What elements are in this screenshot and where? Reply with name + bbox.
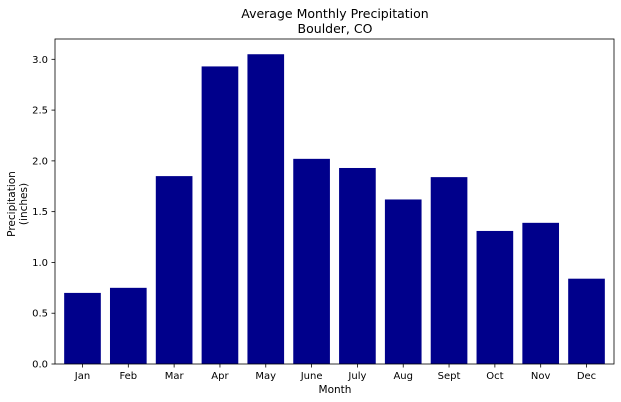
bar-aug: [384, 199, 422, 364]
y-tick-label: 0.0: [32, 360, 48, 371]
bar-nov: [522, 222, 560, 364]
y-tick-label: 0.5: [32, 309, 48, 320]
bar-dec: [568, 278, 605, 364]
x-tick-label: Sept: [438, 371, 461, 382]
x-tick-label: Nov: [531, 371, 551, 382]
x-tick-label: Aug: [393, 371, 413, 382]
y-ticks-group: 0.0 0.5 1.0 1.5 2.0 2.5 3.0: [32, 55, 55, 371]
bar-oct: [476, 230, 514, 364]
bar-may: [247, 54, 285, 364]
x-tick-label: June: [300, 371, 323, 382]
bar-sept: [430, 177, 468, 364]
y-axis-label-group: Precipitation (inches): [6, 171, 30, 237]
x-tick-label: July: [347, 371, 366, 382]
bar-mar: [155, 176, 193, 364]
x-tick-label: Dec: [577, 371, 596, 382]
x-tick-label: Oct: [486, 371, 503, 382]
y-tick-label: 1.5: [32, 207, 48, 218]
y-axis-label-line2: (inches): [18, 183, 30, 225]
y-tick-label: 2.0: [32, 156, 48, 167]
y-axis-label-line1: Precipitation: [6, 171, 18, 237]
plot-frame: [54, 38, 615, 365]
bar-feb: [109, 287, 147, 364]
x-tick-label: Apr: [211, 371, 229, 382]
chart-title: Average Monthly Precipitation: [241, 6, 428, 21]
y-tick-label: 2.5: [32, 106, 48, 117]
x-tick-label: Feb: [119, 371, 137, 382]
x-tick-label: Jan: [74, 371, 90, 382]
bar-june: [293, 158, 330, 364]
bar-apr: [201, 66, 239, 364]
chart-subtitle: Boulder, CO: [298, 21, 373, 36]
x-tick-label: May: [255, 371, 276, 382]
bars-group: [64, 54, 605, 364]
x-ticks-group: Jan Feb Mar Apr May June July Aug Sept Oct Nov Dec: [74, 364, 596, 382]
bar-jan: [64, 292, 101, 364]
x-axis-label: Month: [319, 384, 352, 396]
y-tick-label: 1.0: [32, 258, 48, 269]
bar-july: [339, 167, 376, 364]
x-tick-label: Mar: [165, 371, 185, 382]
y-tick-label: 3.0: [32, 55, 48, 66]
